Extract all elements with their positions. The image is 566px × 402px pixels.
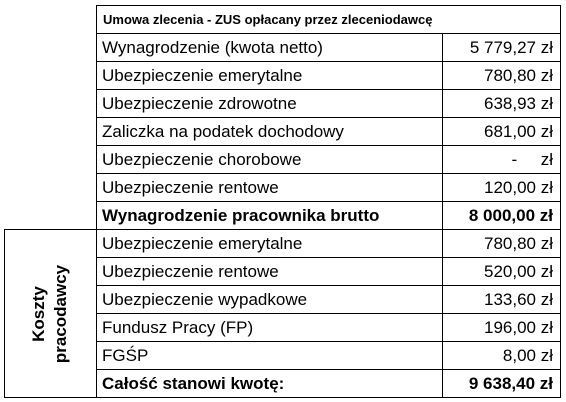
row-value: 133,60 zł — [442, 285, 561, 314]
row-label: Fundusz Pracy (FP) — [96, 313, 443, 342]
section-label-cell: Koszty pracodawcy — [4, 229, 97, 398]
row-label: Ubezpieczenie rentowe — [96, 257, 443, 286]
row-value: 681,00 zł — [442, 117, 561, 146]
row-label: Ubezpieczenie rentowe — [96, 173, 443, 202]
row-label: Ubezpieczenie zdrowotne — [96, 89, 443, 118]
row-label: Ubezpieczenie wypadkowe — [96, 285, 443, 314]
total-value: 8 000,00 zł — [442, 201, 561, 230]
row-value: 8,00 zł — [442, 341, 561, 370]
row-label: Zaliczka na podatek dochodowy — [96, 117, 443, 146]
table-title: Umowa zlecenia - ZUS opłacany przez zlec… — [96, 5, 561, 34]
row-value: 780,80 zł — [442, 229, 561, 258]
section-label: Koszty pracodawcy — [29, 264, 71, 363]
row-label: Wynagrodzenie (kwota netto) — [96, 33, 443, 62]
total-label: Całość stanowi kwotę: — [96, 369, 443, 398]
row-value: 120,00 zł — [442, 173, 561, 202]
row-value: 638,93 zł — [442, 89, 561, 118]
row-value: 5 779,27 zł — [442, 33, 561, 62]
total-label: Wynagrodzenie pracownika brutto — [96, 201, 443, 230]
row-label: Ubezpieczenie emerytalne — [96, 61, 443, 90]
row-value: 780,80 zł — [442, 61, 561, 90]
row-value: 520,00 zł — [442, 257, 561, 286]
total-value: 9 638,40 zł — [442, 369, 561, 398]
row-value: 196,00 zł — [442, 313, 561, 342]
row-label: Ubezpieczenie emerytalne — [96, 229, 443, 258]
row-label: Ubezpieczenie chorobowe — [96, 145, 443, 174]
row-label: FGŚP — [96, 341, 443, 370]
row-value: - zł — [442, 145, 561, 174]
